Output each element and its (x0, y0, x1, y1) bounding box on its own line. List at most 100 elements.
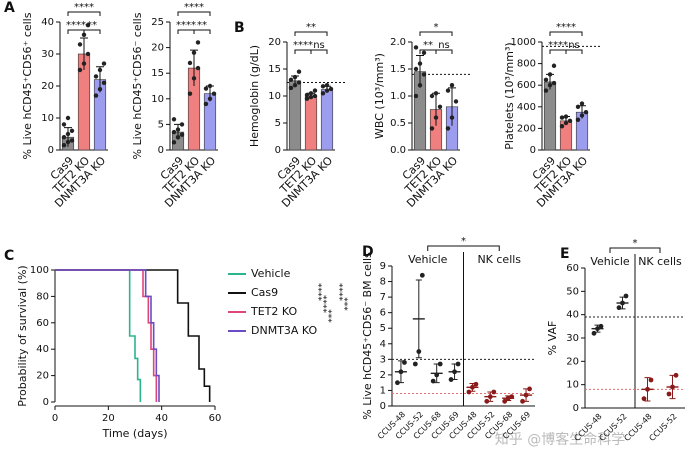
data-point (324, 83, 330, 88)
data-point (296, 69, 302, 74)
data-point (466, 389, 472, 395)
data-point (453, 99, 459, 104)
data-point (81, 61, 87, 66)
data-point (470, 384, 475, 390)
data-point (437, 104, 443, 110)
y-tick-label: 20 (36, 371, 49, 382)
bar (320, 89, 334, 151)
significance-bracket (419, 31, 453, 36)
y-tick-label: 30 (41, 49, 54, 60)
data-point (328, 86, 334, 92)
data-point (648, 377, 654, 383)
data-point (563, 114, 569, 119)
data-point (320, 91, 326, 96)
y-tick-label: 0 (158, 145, 164, 156)
y-tick-label: 10 (151, 94, 164, 105)
y-axis-label: % Live hCD45⁺CD56⁺ cells (21, 12, 34, 159)
data-point (398, 369, 404, 375)
data-point (547, 72, 553, 77)
significance-label: * (434, 22, 439, 33)
data-point (395, 380, 400, 386)
data-point (551, 80, 557, 86)
significance-label: * (461, 236, 466, 247)
significance-label: * (633, 238, 638, 249)
x-tick-label: 0 (52, 413, 58, 424)
y-tick-label: 40 (41, 17, 54, 28)
significance-label: **** (184, 2, 204, 13)
data-point (179, 132, 185, 137)
data-point (670, 384, 675, 390)
data-point (81, 32, 87, 37)
data-point (402, 360, 407, 365)
data-point (429, 126, 435, 131)
x-tick-label: 20 (102, 413, 115, 424)
significance-label: **** (293, 40, 313, 51)
y-tick-label: 1.5 (390, 64, 406, 75)
data-point (449, 83, 455, 88)
data-point (97, 87, 103, 92)
y-tick-label: 1 (380, 385, 386, 396)
data-point (416, 349, 422, 354)
data-point (543, 88, 549, 93)
data-point (195, 40, 201, 45)
data-point (171, 117, 177, 122)
data-point (445, 126, 451, 131)
data-point (179, 122, 185, 127)
legend-label: TET2 KO (250, 305, 297, 318)
y-tick-label: 2.0 (390, 37, 406, 48)
data-point (666, 391, 672, 397)
y-tick-label: 40 (36, 344, 49, 355)
y-tick-label: 30 (566, 333, 579, 344)
legend-label: Cas9 (251, 286, 278, 299)
y-tick-label: 60 (566, 263, 579, 274)
data-point (211, 91, 217, 96)
y-tick-label: 600 (517, 80, 536, 91)
data-point (312, 88, 318, 93)
data-point (421, 72, 427, 77)
significance-bracket (193, 29, 211, 34)
significance-label: ns (313, 40, 325, 51)
y-axis-label: Probability of survival (%) (16, 265, 29, 406)
survival-curve (55, 269, 211, 402)
data-point (502, 398, 508, 404)
y-tick-label: 0 (573, 403, 579, 414)
data-point (579, 113, 585, 118)
y-tick-label: 100 (30, 265, 49, 276)
data-point (69, 128, 75, 133)
data-point (520, 398, 525, 404)
y-tick-label: 50 (566, 286, 579, 297)
data-point (308, 91, 314, 96)
data-point (85, 23, 91, 28)
significance-bracket (609, 247, 661, 253)
significance-label: **** (176, 20, 196, 31)
data-point (101, 61, 107, 66)
y-tick-label: 0 (48, 145, 54, 156)
y-tick-label: 0.0 (390, 145, 406, 156)
data-point (448, 377, 454, 382)
data-point (97, 67, 103, 73)
y-tick-label: 0 (43, 397, 49, 408)
data-point (187, 91, 193, 96)
y-tick-label: 0.5 (390, 118, 406, 129)
data-point (288, 77, 294, 83)
y-tick-label: 20 (41, 81, 54, 92)
y-tick-label: 10 (41, 113, 54, 124)
y-axis-label: Hemoglobin (g/dL) (248, 45, 261, 147)
y-tick-label: 25 (151, 17, 164, 28)
y-tick-label: 800 (517, 59, 536, 70)
y-tick-label: 4 (380, 339, 386, 350)
y-axis-label: % Live hCD45⁺CD56⁻ BM cells (361, 252, 374, 420)
y-tick-label: 1000 (511, 37, 536, 48)
data-point (203, 101, 209, 107)
y-axis-label: Platelets (10³/mm³) (503, 42, 516, 149)
data-point (583, 110, 589, 115)
data-point (673, 372, 679, 378)
y-tick-label: 80 (36, 291, 49, 302)
significance-label: ** (87, 20, 97, 31)
data-point (69, 138, 75, 143)
group-label: Vehicle (408, 253, 448, 266)
data-point (85, 51, 91, 57)
data-point (591, 330, 597, 336)
data-point (191, 50, 197, 55)
